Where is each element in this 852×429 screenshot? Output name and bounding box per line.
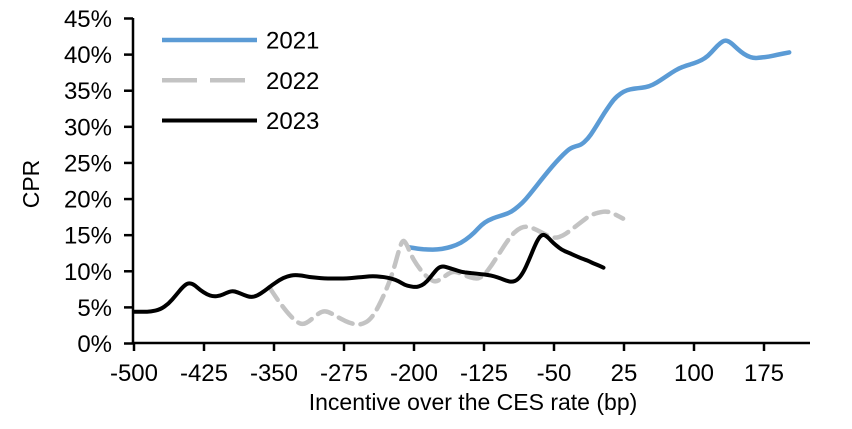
x-tick-label: -200	[390, 360, 438, 387]
y-tick-label: 5%	[77, 295, 112, 322]
x-tick-label: -350	[250, 360, 298, 387]
series-line-2021	[407, 38, 792, 252]
y-tick-label: 45%	[64, 6, 112, 33]
y-axis-title: CPR	[18, 160, 44, 209]
x-tick-label: -425	[180, 360, 228, 387]
y-tick-label: 30%	[64, 114, 112, 141]
y-tick-label: 10%	[64, 259, 112, 286]
series-line-2023	[132, 232, 606, 314]
x-tick-label: -50	[537, 360, 572, 387]
x-tick-label: -500	[110, 360, 158, 387]
legend-label-2021: 2021	[266, 28, 319, 55]
y-tick-label: 40%	[64, 42, 112, 69]
y-tick-label: 25%	[64, 150, 112, 177]
x-axis-title: Incentive over the CES rate (bp)	[309, 389, 638, 415]
y-tick-label: 20%	[64, 187, 112, 214]
x-tick-label: -125	[460, 360, 508, 387]
y-tick-label: 0%	[77, 331, 112, 358]
y-tick-label: 35%	[64, 78, 112, 105]
x-tick-label: 25	[611, 360, 638, 387]
legend-label-2022: 2022	[266, 68, 319, 95]
y-tick-label: 15%	[64, 223, 112, 250]
x-tick-label: -275	[320, 360, 368, 387]
x-tick-label: 100	[674, 360, 714, 387]
x-tick-label: 175	[744, 360, 784, 387]
legend-label-2023: 2023	[266, 108, 319, 135]
series-line-2022	[267, 209, 626, 327]
